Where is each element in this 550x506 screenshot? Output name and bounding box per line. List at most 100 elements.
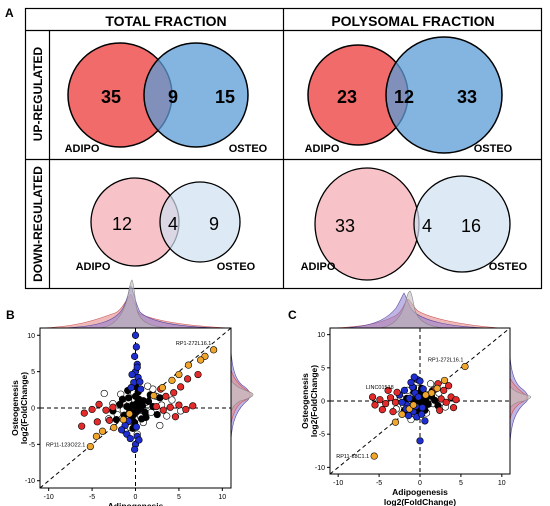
data-point <box>371 401 379 409</box>
data-point <box>95 400 103 408</box>
x-tick-label: -10 <box>44 494 54 501</box>
data-point <box>133 363 141 371</box>
data-point <box>131 445 139 454</box>
data-point <box>376 396 384 404</box>
venn-label-adipo: ADIPO <box>65 143 100 155</box>
data-point <box>419 385 427 393</box>
data-point <box>137 403 145 411</box>
data-point <box>440 386 448 394</box>
data-point <box>378 406 386 414</box>
venn-label-osteo: OSTEO <box>217 261 256 273</box>
venn-left-count: 23 <box>337 87 357 107</box>
point-annotation: RP1-272L16.1 <box>428 357 463 363</box>
data-point <box>416 377 424 385</box>
data-point <box>132 343 140 351</box>
venn-grid <box>24 7 543 290</box>
data-point <box>92 432 101 440</box>
data-point <box>461 362 469 371</box>
data-point <box>382 400 390 408</box>
data-point <box>410 373 418 381</box>
y-tick-label: 5 <box>321 365 325 372</box>
data-point <box>452 396 460 404</box>
data-point <box>150 392 158 400</box>
venn-left-count: 12 <box>112 214 132 234</box>
data-point <box>407 378 415 387</box>
venn-label-adipo: ADIPO <box>305 143 340 155</box>
panel-c: C -10 -5 0 5 10-10-50510Adipogenesislog2(Fol… <box>288 290 531 506</box>
data-point <box>153 410 161 419</box>
panel-c-letter: C <box>288 308 297 322</box>
data-point <box>135 436 143 444</box>
scatter-plot-c: -10 -5 0 5 10-10-50510Adipogenesislog2(FoldC… <box>300 327 511 506</box>
data-point <box>422 391 430 399</box>
x-axis-label: Adipogenesis <box>392 487 448 497</box>
x-axis-label: Adipogenesis <box>108 501 164 506</box>
x-tick-label: -10 <box>333 480 343 487</box>
venn-overlap-count: 4 <box>422 216 432 236</box>
y-tick-label: 0 <box>321 399 325 406</box>
panel-b-letter: B <box>6 308 15 322</box>
data-point <box>437 395 445 403</box>
data-point <box>398 410 406 418</box>
venn-overlap-count: 12 <box>394 87 414 107</box>
venn-label-osteo: OSTEO <box>489 261 528 273</box>
data-point <box>421 417 429 425</box>
point-annotation: LINC01518 <box>366 385 394 391</box>
data-point <box>131 331 140 339</box>
venn-left-count: 35 <box>101 87 121 107</box>
data-point <box>118 426 126 434</box>
data-point <box>100 389 108 398</box>
y-tick-label: -5 <box>29 442 35 449</box>
data-point <box>436 406 444 414</box>
x-tick-label: 5 <box>177 494 181 501</box>
point-annotation: RP1-272L16.1 <box>176 341 211 347</box>
data-point <box>398 398 406 406</box>
data-point <box>119 416 127 424</box>
data-point <box>156 421 164 430</box>
data-point <box>136 378 144 386</box>
panel-c-top-density <box>329 290 501 329</box>
data-point <box>144 382 152 390</box>
data-point <box>109 403 117 411</box>
x-tick-label: 10 <box>498 480 506 487</box>
data-point <box>112 416 120 424</box>
y-axis-label-unit: log2(FoldChange) <box>19 372 29 444</box>
data-point <box>126 434 134 443</box>
data-point <box>389 408 397 416</box>
data-point <box>152 402 160 411</box>
data-point <box>370 452 378 460</box>
data-point <box>137 385 145 393</box>
data-point <box>404 412 413 420</box>
data-point <box>189 402 197 410</box>
data-point <box>449 404 458 412</box>
data-point <box>368 393 377 401</box>
data-point <box>210 346 218 354</box>
data-point <box>416 437 424 445</box>
data-point <box>98 427 107 435</box>
data-point <box>391 398 400 406</box>
data-point <box>442 398 450 406</box>
data-point <box>127 384 135 392</box>
data-point <box>163 412 171 420</box>
data-point <box>182 405 190 414</box>
panel-a-letter: A <box>5 6 14 20</box>
data-point <box>132 408 140 416</box>
data-point <box>156 394 164 402</box>
y-tick-label: 10 <box>317 332 325 339</box>
venn-right-count: 15 <box>215 87 235 107</box>
venn-left-count: 33 <box>335 216 355 236</box>
data-point <box>414 393 422 401</box>
venn-polysomal-down: 33 4 16 ADIPO OSTEO <box>301 167 528 281</box>
data-point <box>386 394 395 402</box>
col-header-polysomal: POLYSOMAL FRACTION <box>331 13 494 29</box>
data-point <box>175 370 183 379</box>
y-tick-label: -10 <box>25 478 35 485</box>
venn-label-osteo: OSTEO <box>229 143 268 155</box>
x-axis-label-unit: log2(FoldChange) <box>384 497 456 506</box>
data-point <box>86 442 94 451</box>
data-point <box>110 424 118 432</box>
venn-label-adipo: ADIPO <box>301 261 336 273</box>
row-header-down: DOWN-REGULATED <box>31 166 45 282</box>
data-point <box>405 394 413 402</box>
venn-overlap-count: 4 <box>168 214 178 234</box>
